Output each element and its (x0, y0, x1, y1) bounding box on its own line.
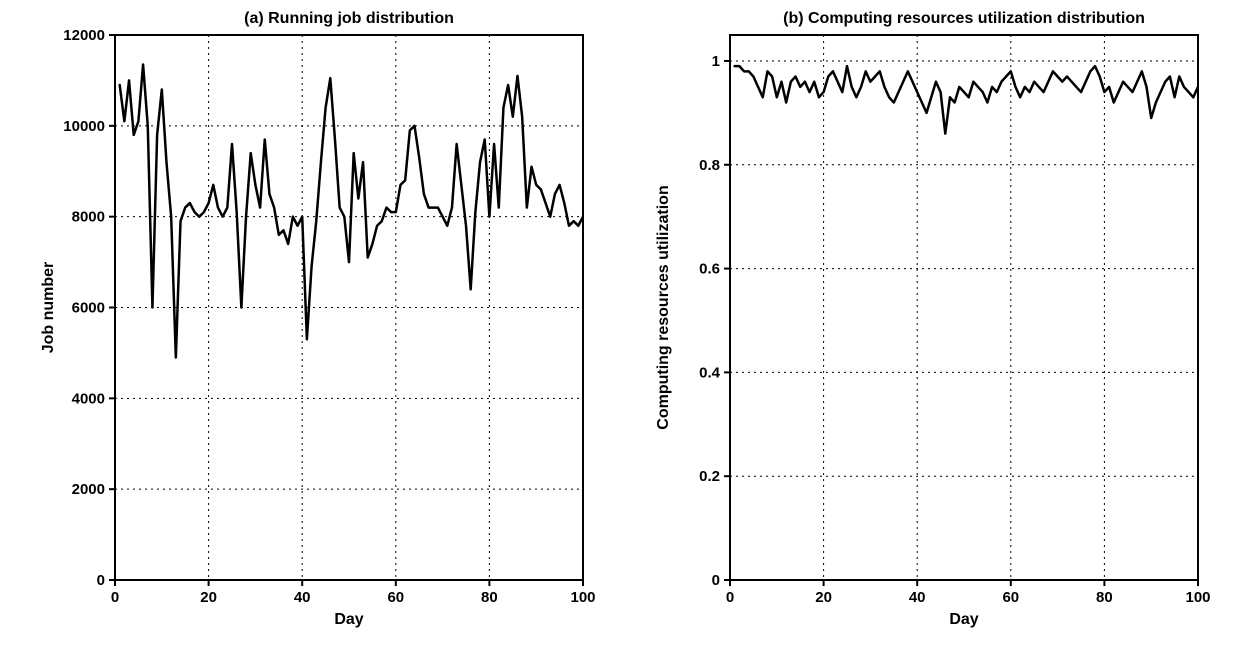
y-tick-label: 0.4 (699, 364, 721, 381)
axis-box (730, 35, 1198, 580)
y-tick-label: 0 (97, 572, 105, 589)
y-tick-label: 4000 (72, 390, 105, 407)
y-tick-label: 8000 (72, 209, 105, 226)
y-tick-label: 1 (712, 53, 720, 70)
data-line (120, 65, 583, 358)
y-axis-label: Computing resources utilization (655, 185, 672, 429)
y-tick-label: 10000 (63, 118, 105, 135)
x-tick-label: 40 (909, 589, 926, 606)
x-axis-label: Day (949, 611, 978, 628)
x-tick-label: 0 (111, 589, 119, 606)
chart-title: (b) Computing resources utilization dist… (783, 10, 1145, 27)
x-tick-label: 100 (570, 589, 595, 606)
x-tick-label: 80 (1096, 589, 1113, 606)
x-tick-label: 20 (200, 589, 217, 606)
y-tick-label: 0.6 (699, 261, 720, 278)
x-tick-label: 60 (387, 589, 404, 606)
y-tick-label: 2000 (72, 481, 105, 498)
y-tick-label: 0.8 (699, 157, 720, 174)
x-tick-label: 60 (1002, 589, 1019, 606)
data-line (735, 66, 1198, 133)
chart-svg: 020406080100020004000600080001000012000(… (0, 0, 1239, 648)
x-tick-label: 20 (815, 589, 832, 606)
x-tick-label: 80 (481, 589, 498, 606)
x-tick-label: 100 (1185, 589, 1210, 606)
y-tick-label: 12000 (63, 27, 105, 44)
y-tick-label: 6000 (72, 300, 105, 317)
chart-title: (a) Running job distribution (244, 10, 454, 27)
x-tick-label: 40 (294, 589, 311, 606)
chart-b: 0 20 40 60 80 100 0 0.2 0.4 0.6 0.8 1 (b) Computing … (655, 10, 1211, 628)
chart-a: 0 20 40 60 80 100 0 2000 4000 6000 8000 10000 12000 (… (40, 10, 596, 628)
y-tick-label: 0 (712, 572, 720, 589)
figure-container: 020406080100020004000600080001000012000(… (0, 0, 1239, 648)
y-tick-label: 0.2 (699, 468, 720, 485)
x-axis-label: Day (334, 611, 363, 628)
x-tick-label: 0 (726, 589, 734, 606)
y-axis-label: Job number (40, 262, 57, 354)
